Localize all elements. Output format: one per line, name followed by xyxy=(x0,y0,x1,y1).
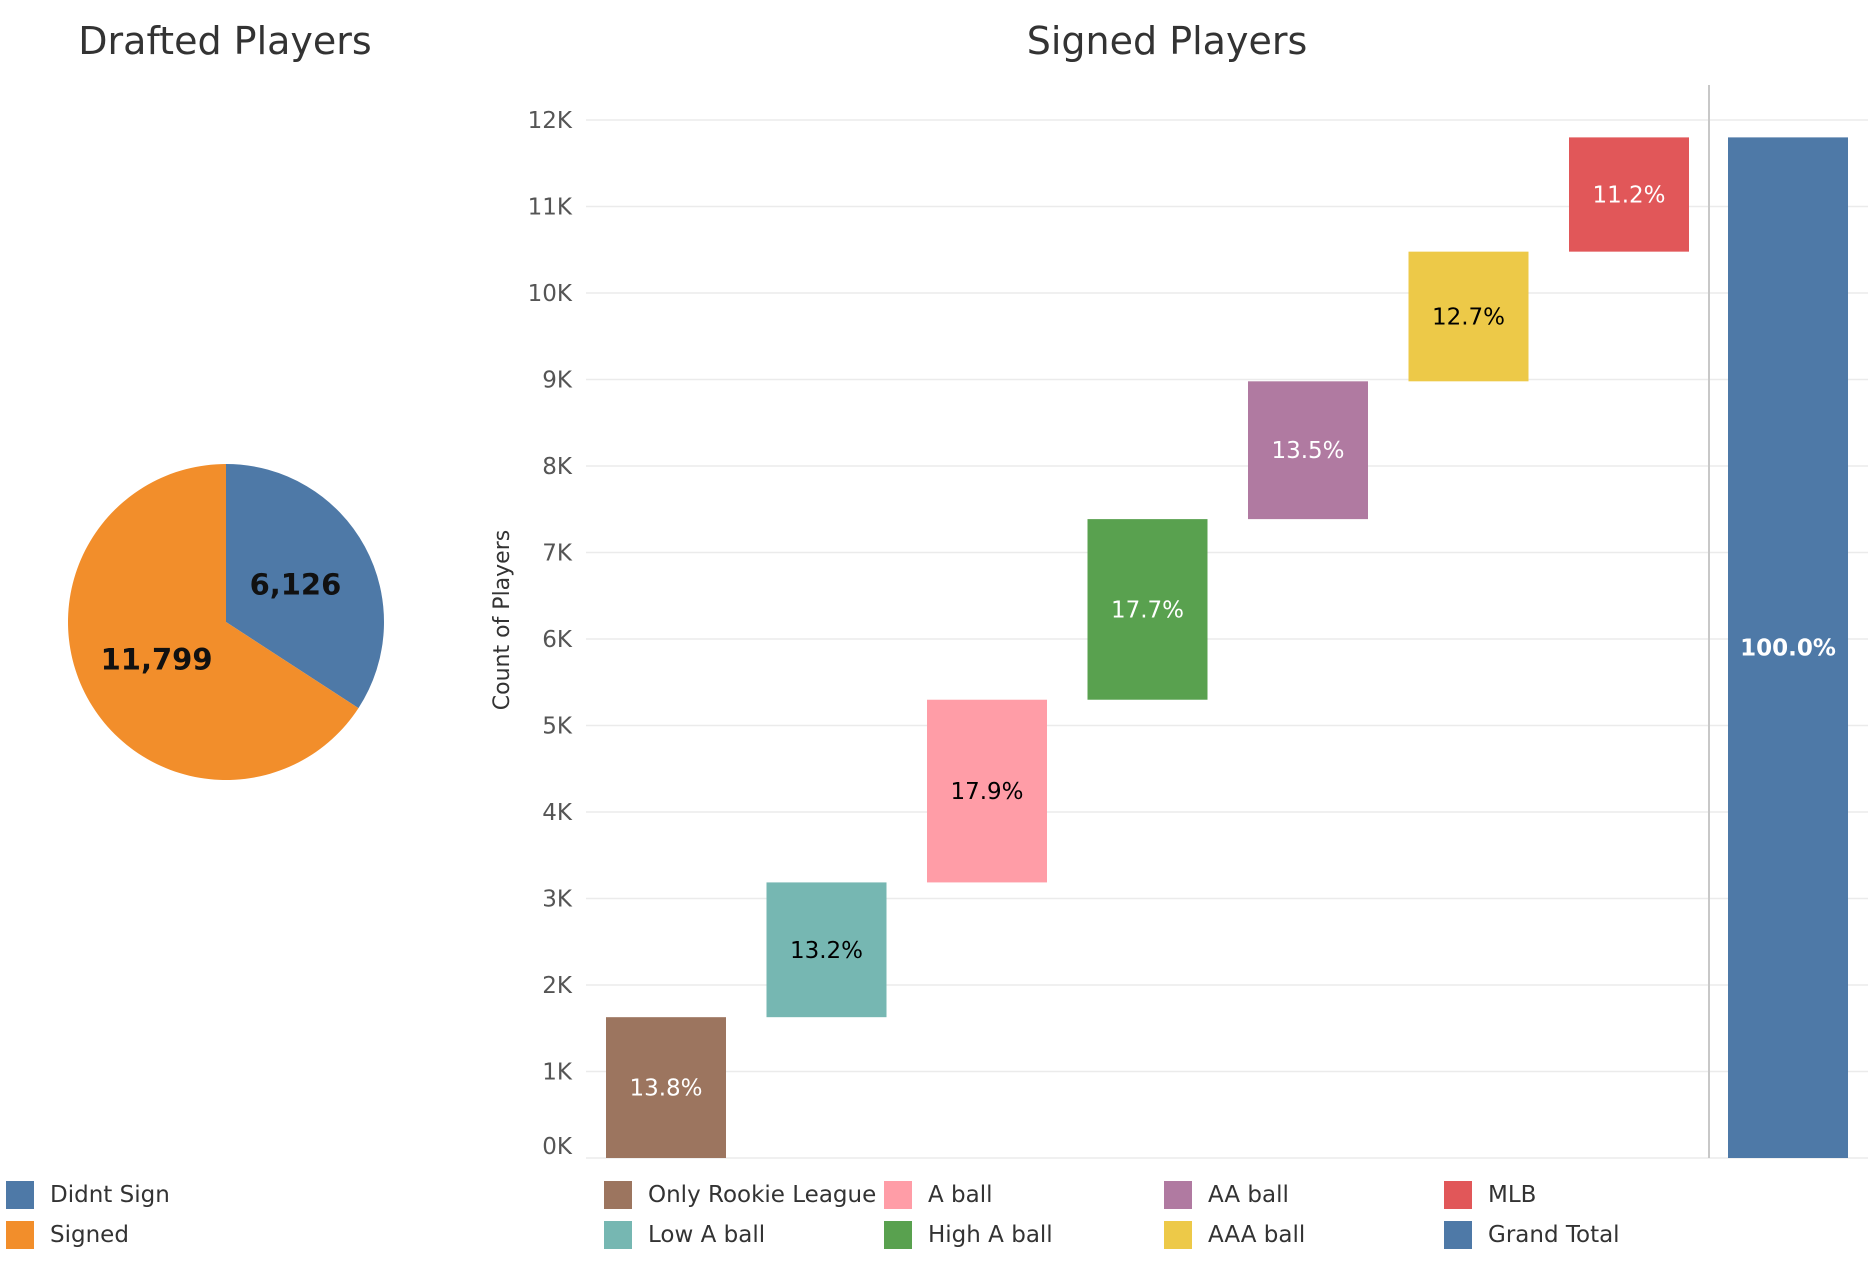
bar-label: 13.5% xyxy=(1271,438,1344,464)
waterfall-bars: 13.8% 13.2% 17.9% 17.7% 13.5% 12.7% 11.2% 100.0… xyxy=(606,137,1848,1159)
pie-chart: 6,126 11,799 xyxy=(67,464,384,780)
y-tick-label: 8K xyxy=(542,454,573,480)
legend-item-aa-ball: AA ball xyxy=(1164,1181,1289,1209)
bar-label: 17.9% xyxy=(950,779,1023,805)
bar-label: 13.2% xyxy=(790,938,863,964)
legend-swatch xyxy=(1164,1221,1192,1249)
y-axis-ticks: 0K 1K 2K 3K 4K 5K 6K 7K 8K 9K 10K 11K 12K xyxy=(528,108,573,1160)
bar-high-a-ball xyxy=(1087,519,1208,700)
legend-label: High A ball xyxy=(928,1222,1053,1248)
legend-swatch xyxy=(1164,1181,1192,1209)
y-tick-label: 5K xyxy=(542,714,573,740)
bar-label: 17.7% xyxy=(1111,597,1184,623)
y-tick-label: 4K xyxy=(542,800,573,826)
legend-item-high-a-ball: High A ball xyxy=(884,1221,1053,1249)
legend-label: Low A ball xyxy=(648,1222,766,1248)
legend-label: MLB xyxy=(1488,1182,1537,1208)
legend-label: A ball xyxy=(928,1182,993,1208)
bar-label: 100.0% xyxy=(1740,636,1836,662)
y-tick-label: 1K xyxy=(542,1060,573,1086)
bar-label: 11.2% xyxy=(1592,183,1665,209)
y-tick-label: 7K xyxy=(542,541,573,567)
bar-aa-ball xyxy=(1248,381,1368,520)
legend-swatch xyxy=(604,1181,632,1209)
legend-swatch xyxy=(6,1221,34,1249)
legend-swatch xyxy=(604,1221,632,1249)
legend-item-aaa-ball: AAA ball xyxy=(1164,1221,1305,1249)
legend-swatch xyxy=(884,1221,912,1249)
legend-item-grand-total: Grand Total xyxy=(1444,1221,1620,1249)
legend-swatch xyxy=(1444,1221,1472,1249)
bar-label: 13.8% xyxy=(629,1076,702,1102)
bar-chart-title: Signed Players xyxy=(1027,19,1308,63)
y-tick-label: 11K xyxy=(528,195,573,221)
y-tick-label: 2K xyxy=(542,973,573,999)
bar-aaa-ball xyxy=(1408,251,1529,382)
legend-label: AA ball xyxy=(1208,1182,1289,1208)
y-axis-label: Count of Players xyxy=(490,530,515,710)
legend-swatch xyxy=(6,1181,34,1209)
bar-low-a-ball xyxy=(766,882,887,1018)
pie-chart-title: Drafted Players xyxy=(78,19,371,63)
legend-swatch xyxy=(1444,1181,1472,1209)
legend-item-only-rookie-league: Only Rookie League xyxy=(604,1181,876,1209)
y-tick-label: 3K xyxy=(542,887,573,913)
pie-slice-signed xyxy=(67,464,359,780)
pie-slice-didnt-sign xyxy=(226,464,384,709)
bar-label: 12.7% xyxy=(1432,304,1505,330)
legend-item-mlb: MLB xyxy=(1444,1181,1536,1209)
legend-label: Only Rookie League xyxy=(648,1182,877,1208)
legend-item-didnt-sign: Didnt Sign xyxy=(6,1181,170,1209)
bar-grand-total xyxy=(1728,137,1848,1159)
legend-label: Grand Total xyxy=(1488,1222,1620,1248)
y-tick-label: 0K xyxy=(542,1134,573,1160)
bar-only-rookie-league xyxy=(606,1017,726,1158)
y-tick-label: 12K xyxy=(528,108,573,134)
legend-item-low-a-ball: Low A ball xyxy=(604,1221,765,1249)
legend-label: AAA ball xyxy=(1208,1222,1306,1248)
y-tick-label: 6K xyxy=(542,627,573,653)
legend-label: Signed xyxy=(50,1222,129,1248)
bar-a-ball xyxy=(927,699,1047,883)
pie-slice-label: 6,126 xyxy=(250,567,342,601)
y-tick-label: 10K xyxy=(528,281,573,307)
legend-item-signed: Signed xyxy=(6,1221,129,1249)
bar-mlb xyxy=(1569,137,1689,252)
legend-swatch xyxy=(884,1181,912,1209)
pie-slice-label: 11,799 xyxy=(101,643,213,677)
legend-label: Didnt Sign xyxy=(50,1182,170,1208)
legend-item-a-ball: A ball xyxy=(884,1181,993,1209)
y-tick-label: 9K xyxy=(542,368,573,394)
